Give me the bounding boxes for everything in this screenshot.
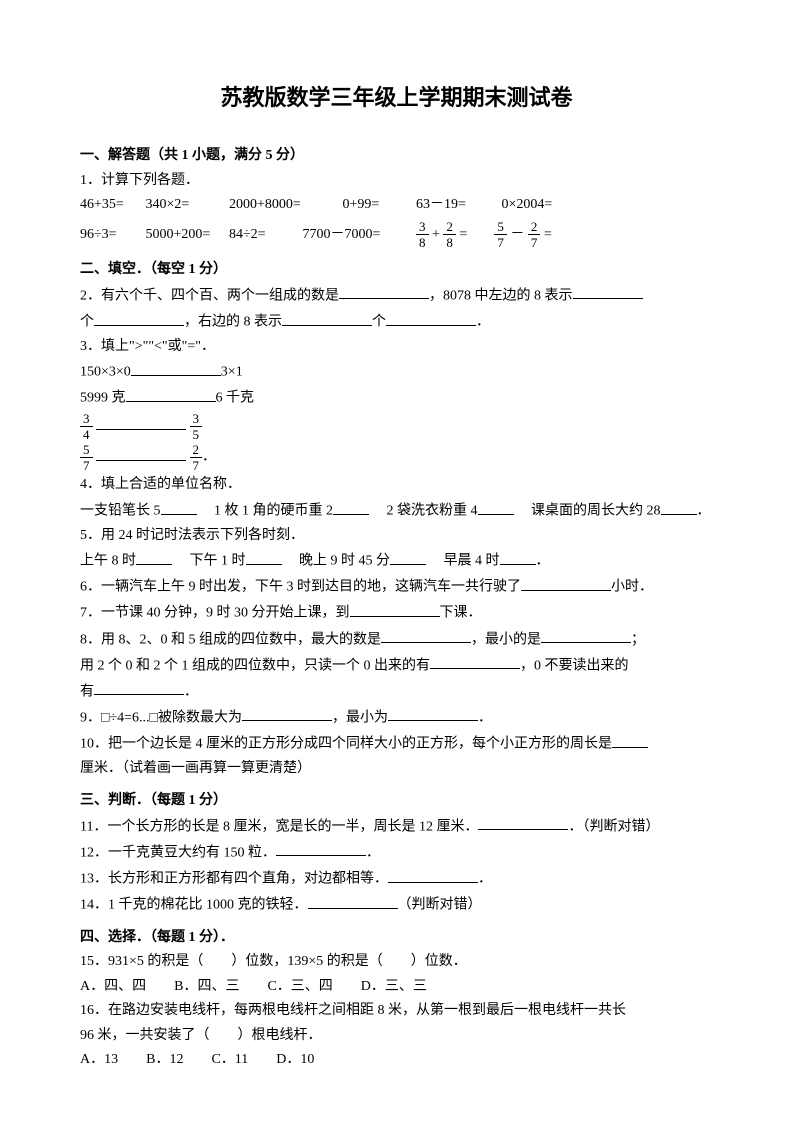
q10-l2: 厘米．（试着画一画再算一算更清楚） [80,758,713,780]
q2: 2．有六个千、四个百、两个一组成的数是，8078 中左边的 8 表示 [80,284,713,308]
eq1: = [459,224,467,246]
frac2: 28 [443,220,456,249]
q10-l1: 10．把一个边长是 4 厘米的正方形分成四个同样大小的正方形，每个小正方形的周长… [80,732,713,756]
blank[interactable] [430,654,520,670]
blank[interactable] [388,706,478,722]
q7: 7．一节课 40 分钟，9 时 30 分开始上课，到下课． [80,601,713,625]
blank[interactable] [573,284,643,300]
blank[interactable] [94,310,184,326]
calc-a2: 96÷3= [80,224,142,246]
blank[interactable] [161,499,197,515]
blank[interactable] [612,732,648,748]
frac4: 27 [528,220,541,249]
calc-d2: 7700－7000= [303,224,413,246]
frac-op2: － [510,224,524,246]
section4-head: 四、选择．（每题 1 分）． [80,927,713,949]
blank[interactable] [388,867,478,883]
section3-head: 三、判断．（每题 1 分） [80,790,713,812]
q8-l1: 8．用 8、2、0 和 5 组成的四位数中，最大的数是，最小的是； [80,628,713,652]
blank[interactable] [96,445,186,461]
blank[interactable] [308,893,398,909]
q1-label: 1．计算下列各题． [80,170,713,192]
blank[interactable] [96,414,186,430]
calc-b2: 5000+200= [146,224,226,246]
blank[interactable] [131,360,221,376]
blank[interactable] [541,628,631,644]
q9: 9．□÷4=6...□被除数最大为，最小为． [80,706,713,730]
section1-head: 一、解答题（共 1 小题，满分 5 分） [80,145,713,167]
calc-f: 0×2004= [502,194,553,216]
exam-page: 苏教版数学三年级上学期期末测试卷 一、解答题（共 1 小题，满分 5 分） 1．… [0,0,793,1113]
page-title: 苏教版数学三年级上学期期末测试卷 [80,80,713,115]
q5: 5．用 24 时记时法表示下列各时刻． [80,525,713,547]
blank[interactable] [500,549,536,565]
q5-items: 上午 8 时 下午 1 时 晚上 9 时 45 分 早晨 4 时． [80,549,713,573]
q12: 12．一千克黄豆大约有 150 粒．． [80,841,713,865]
q14: 14．1 千克的棉花比 1000 克的铁轻．（判断对错） [80,893,713,917]
q2-cont: 个，右边的 8 表示个． [80,310,713,334]
blank[interactable] [282,310,372,326]
blank[interactable] [381,628,471,644]
blank[interactable] [242,706,332,722]
frac-op1: + [432,224,440,246]
blank[interactable] [478,815,568,831]
blank[interactable] [521,575,611,591]
section2-head: 二、填空．（每空 1 分） [80,259,713,281]
blank[interactable] [386,310,476,326]
frac1: 38 [416,220,429,249]
q8-l2: 用 2 个 0 和 2 个 1 组成的四位数中，只读一个 0 出来的有，0 不要… [80,654,713,678]
calc-c2: 84÷2= [229,224,299,246]
q15-opt: A．四、四 B．四、三 C．三、四 D．三、三 [80,976,713,998]
q4: 4．填上合适的单位名称． [80,474,713,496]
q11: 11．一个长方形的长是 8 厘米，宽是长的一半，周长是 12 厘米．．（判断对错… [80,815,713,839]
q3-l1: 150×3×03×1 [80,360,713,384]
q1-row1: 46+35= 340×2= 2000+8000= 0+99= 63－19= 0×… [80,194,713,216]
blank[interactable] [94,680,184,696]
calc-d: 0+99= [343,194,413,216]
blank[interactable] [276,841,366,857]
blank[interactable] [126,386,216,402]
frac3: 57 [494,220,507,249]
q3: 3．填上">""<"或"="． [80,336,713,358]
q6: 6．一辆汽车上午 9 时出发，下午 3 时到达目的地，这辆汽车一共行驶了小时． [80,575,713,599]
eq2: = [544,224,552,246]
blank[interactable] [333,499,369,515]
q16-l2: 96 米，一共安装了（ ）根电线杆． [80,1025,713,1047]
calc-c: 2000+8000= [229,194,339,216]
q15: 15．931×5 的积是（ ）位数，139×5 的积是（ ）位数． [80,951,713,973]
blank[interactable] [246,549,282,565]
q3-l3: 34 35 [80,412,713,441]
blank[interactable] [390,549,426,565]
q8-l3: 有． [80,680,713,704]
q3-l2: 5999 克6 千克 [80,386,713,410]
blank[interactable] [350,601,440,617]
q3-l4: 57 27． [80,443,713,472]
calc-e: 63－19= [416,194,498,216]
q16-l1: 16．在路边安装电线杆，每两根电线杆之间相距 8 米，从第一根到最后一根电线杆一… [80,1000,713,1022]
blank[interactable] [339,284,429,300]
q1-row2: 96÷3= 5000+200= 84÷2= 7700－7000= 38 + 28… [80,220,713,249]
q13: 13．长方形和正方形都有四个直角，对边都相等．． [80,867,713,891]
q4-items: 一支铅笔长 5 1 枚 1 角的硬币重 2 2 袋洗衣粉重 4 课桌面的周长大约… [80,499,713,523]
q16-opt: A．13 B．12 C．11 D．10 [80,1049,713,1071]
blank[interactable] [661,499,697,515]
blank[interactable] [478,499,514,515]
calc-b: 340×2= [146,194,226,216]
calc-a: 46+35= [80,194,142,216]
blank[interactable] [136,549,172,565]
